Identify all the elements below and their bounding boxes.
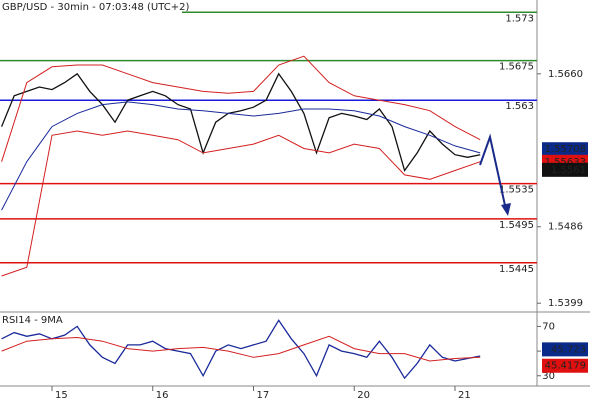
level-label: 1.5445 — [499, 264, 534, 275]
value-tag-label: 1.55708 — [545, 144, 586, 155]
chart-title: GBP/USD - 30min - 07:03:48 (UTC+2) — [2, 2, 189, 13]
y-tick-label: 1.5486 — [548, 222, 583, 233]
level-label: 1.563 — [505, 101, 534, 112]
rsi-title: RSI14 - 9MA — [2, 315, 63, 326]
y-tick-label: 70 — [542, 321, 555, 332]
y-tick-label: 30 — [542, 371, 555, 382]
value-tag-label: 1.5561 — [551, 165, 586, 176]
series-line — [1, 335, 481, 362]
level-label: 1.573 — [505, 13, 534, 24]
x-tick-label: 16 — [156, 390, 169, 401]
x-tick-label: 15 — [55, 390, 68, 401]
y-tick-label: 1.5660 — [548, 69, 583, 80]
level-label: 1.5675 — [499, 62, 534, 73]
value-tag — [542, 142, 588, 157]
series-line — [1, 319, 481, 380]
arrow-head — [501, 203, 511, 216]
plot: 15 16 17 20 21 1.5660 1.5486 1.5399 1.573 1.5675 1… — [0, 11, 583, 401]
value-tag-label: 1.55633 — [545, 157, 586, 168]
value-tag — [542, 342, 588, 357]
forecast-arrow — [479, 133, 507, 211]
series-line — [0, 72, 481, 172]
title-bg — [0, 0, 182, 13]
series-line — [1, 55, 481, 162]
x-tick-label: 21 — [458, 390, 471, 401]
value-tag — [542, 162, 588, 177]
value-tag — [542, 358, 588, 373]
value-tag-label: 45.4179 — [545, 361, 586, 372]
x-tick-label: 17 — [256, 390, 269, 401]
level-label: 1.5535 — [499, 185, 534, 196]
y-tick-label: 1.5399 — [548, 298, 583, 309]
level-label: 1.5495 — [499, 220, 534, 231]
x-tick-label: 20 — [357, 390, 370, 401]
value-tag-label: 45.723 — [551, 344, 586, 355]
series-line — [1, 130, 481, 277]
series-line — [1, 101, 481, 211]
